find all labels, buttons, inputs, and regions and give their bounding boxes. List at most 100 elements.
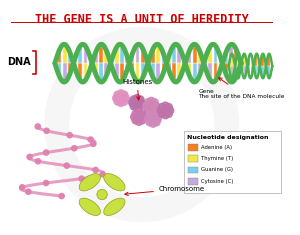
- Bar: [167, 63, 171, 69]
- Circle shape: [35, 159, 40, 164]
- Circle shape: [20, 185, 25, 190]
- Circle shape: [79, 176, 84, 181]
- Bar: [234, 51, 238, 63]
- Circle shape: [144, 106, 152, 113]
- Bar: [234, 66, 237, 68]
- Circle shape: [143, 102, 150, 109]
- Bar: [198, 53, 202, 63]
- Circle shape: [140, 114, 147, 121]
- Bar: [89, 59, 93, 63]
- Bar: [237, 56, 240, 66]
- Ellipse shape: [79, 198, 100, 215]
- Bar: [110, 61, 113, 63]
- Circle shape: [121, 91, 128, 98]
- Bar: [120, 63, 124, 79]
- Bar: [224, 54, 228, 63]
- Bar: [248, 66, 250, 73]
- Circle shape: [114, 98, 121, 105]
- Circle shape: [148, 97, 155, 105]
- Bar: [241, 66, 244, 71]
- Bar: [182, 61, 186, 63]
- Circle shape: [114, 91, 121, 98]
- Circle shape: [121, 98, 128, 105]
- Bar: [125, 57, 129, 63]
- Circle shape: [44, 150, 49, 155]
- Circle shape: [154, 115, 161, 122]
- Bar: [120, 47, 124, 63]
- Bar: [130, 63, 134, 71]
- Bar: [188, 167, 199, 173]
- Circle shape: [91, 141, 96, 146]
- Text: Gene
The site of the DNA molecule: Gene The site of the DNA molecule: [199, 78, 285, 99]
- Bar: [193, 63, 196, 80]
- Ellipse shape: [104, 198, 125, 215]
- Circle shape: [64, 163, 69, 168]
- Bar: [172, 47, 176, 63]
- Bar: [184, 131, 281, 193]
- Circle shape: [149, 111, 157, 118]
- Circle shape: [44, 180, 49, 186]
- Bar: [162, 63, 165, 71]
- Circle shape: [146, 119, 153, 126]
- Bar: [257, 66, 260, 71]
- Text: Thymine (T): Thymine (T): [201, 156, 234, 161]
- Bar: [182, 63, 186, 66]
- Bar: [254, 57, 257, 66]
- Circle shape: [132, 110, 139, 117]
- Bar: [251, 66, 253, 73]
- Circle shape: [26, 189, 31, 194]
- Bar: [254, 66, 257, 74]
- Circle shape: [138, 99, 146, 106]
- Bar: [94, 53, 98, 63]
- Bar: [267, 66, 270, 76]
- Bar: [251, 59, 253, 66]
- Bar: [104, 63, 108, 74]
- Bar: [224, 63, 228, 72]
- Circle shape: [149, 115, 157, 122]
- Circle shape: [151, 99, 158, 106]
- Bar: [99, 63, 103, 80]
- Circle shape: [130, 103, 137, 110]
- Circle shape: [122, 94, 129, 102]
- Ellipse shape: [79, 174, 100, 191]
- Bar: [84, 48, 87, 63]
- Bar: [156, 63, 160, 79]
- Bar: [261, 56, 264, 66]
- Bar: [231, 66, 233, 76]
- Bar: [203, 63, 207, 67]
- Text: Chromosome: Chromosome: [125, 186, 205, 196]
- Bar: [188, 178, 199, 185]
- Ellipse shape: [104, 174, 125, 191]
- Text: Nucleotide designation: Nucleotide designation: [187, 135, 268, 140]
- Bar: [130, 55, 134, 63]
- Circle shape: [88, 137, 93, 142]
- Ellipse shape: [97, 189, 107, 200]
- Circle shape: [135, 109, 142, 116]
- Bar: [219, 59, 223, 63]
- Circle shape: [135, 118, 142, 125]
- Circle shape: [146, 112, 153, 119]
- Circle shape: [162, 107, 169, 114]
- Bar: [115, 49, 119, 63]
- Bar: [219, 63, 223, 68]
- Bar: [188, 63, 191, 74]
- Circle shape: [134, 104, 141, 111]
- Text: Guanine (G): Guanine (G): [201, 168, 233, 172]
- Circle shape: [67, 133, 72, 138]
- Bar: [229, 63, 233, 80]
- Circle shape: [130, 114, 138, 121]
- Bar: [264, 63, 267, 66]
- Circle shape: [139, 110, 146, 117]
- Bar: [141, 63, 145, 76]
- Bar: [214, 48, 218, 63]
- Bar: [188, 52, 191, 63]
- Bar: [136, 63, 140, 79]
- Bar: [193, 47, 196, 63]
- Circle shape: [117, 90, 124, 97]
- Bar: [167, 57, 171, 63]
- Bar: [78, 63, 82, 78]
- Bar: [208, 48, 212, 63]
- Bar: [151, 50, 155, 63]
- Bar: [68, 63, 72, 72]
- Bar: [73, 63, 77, 68]
